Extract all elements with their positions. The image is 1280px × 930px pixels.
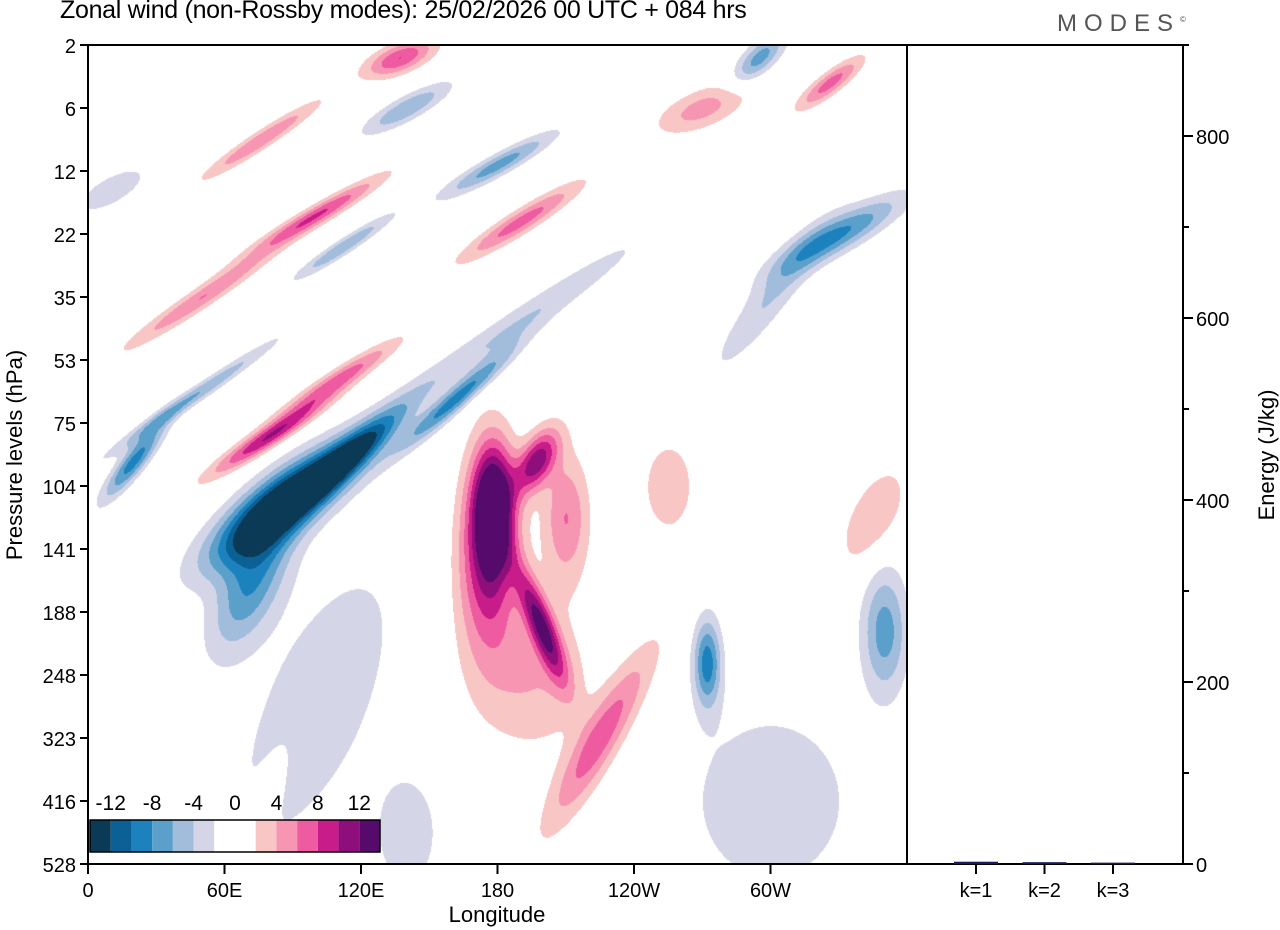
x-tick-label: 180 [481, 880, 514, 902]
energy-axis-label: Energy (J/kg) [1254, 390, 1279, 521]
y-tick-label: 12 [54, 162, 76, 184]
logo-mark: © [1180, 15, 1186, 24]
x-tick-label: 0 [82, 880, 93, 902]
y-tick-label: 248 [43, 666, 76, 688]
energy-tick-label: 400 [1196, 491, 1229, 513]
colorbar-segment [152, 820, 173, 852]
y-tick-label: 6 [65, 99, 76, 121]
k-label: k=3 [1097, 880, 1130, 902]
y-axis-label: Pressure levels (hPa) [2, 350, 27, 560]
y-tick-label: 323 [43, 729, 76, 751]
modes-logo: MODES© [1057, 10, 1186, 38]
energy-bar [954, 861, 998, 864]
plot-frame [87, 44, 908, 865]
energy-bar [1022, 862, 1067, 864]
k-label: k=2 [1028, 880, 1061, 902]
colorbar-label: -12 [96, 792, 126, 815]
y-tick-label: 35 [54, 288, 76, 310]
colorbar-segment [255, 820, 277, 852]
y-tick-label: 528 [43, 855, 76, 877]
colorbar-label: -4 [184, 792, 203, 815]
colorbar-segment [338, 820, 360, 852]
colorbar-label: -8 [143, 792, 162, 815]
colorbar-segment [317, 820, 339, 852]
y-tick-label: 53 [54, 351, 76, 373]
colorbar-segment [193, 820, 215, 852]
y-tick-label: 22 [54, 225, 76, 247]
x-tick-label: 60W [750, 880, 791, 902]
k-label: k=1 [960, 880, 993, 902]
colorbar-label: 0 [229, 792, 241, 815]
contour-field [88, 45, 907, 864]
y-tick-label: 416 [43, 792, 76, 814]
energy-bar [1091, 862, 1135, 865]
energy-tick-label: 800 [1196, 127, 1229, 149]
colorbar-segment [172, 820, 194, 852]
colorbar-label: 8 [312, 792, 324, 815]
colorbar-segment [90, 820, 111, 852]
y-tick-label: 104 [43, 477, 76, 499]
energy-tick-label: 200 [1196, 673, 1229, 695]
colorbar-segment [110, 820, 132, 852]
logo-text: MODES [1057, 10, 1181, 37]
y-tick-label: 2 [65, 36, 76, 58]
x-axis-label: Longitude [449, 902, 546, 927]
energy-panel-frame [906, 44, 1184, 865]
energy-tick-label: 0 [1196, 855, 1207, 877]
colorbar-segment [297, 820, 318, 852]
colorbar-label: 12 [348, 792, 371, 815]
colorbar-segment [276, 820, 298, 852]
x-tick-label: 120E [338, 880, 385, 902]
y-tick-label: 75 [54, 414, 76, 436]
y-tick-label: 141 [43, 540, 76, 562]
x-tick-label: 60E [207, 880, 243, 902]
colorbar-frame [89, 819, 381, 853]
energy-tick-label: 600 [1196, 309, 1229, 331]
colorbar-segment [359, 820, 380, 852]
colorbar-label: 4 [271, 792, 283, 815]
x-tick-label: 120W [608, 880, 660, 902]
chart-title: Zonal wind (non-Rossby modes): 25/02/202… [60, 0, 747, 24]
colorbar-segment [214, 820, 256, 852]
colorbar-segment [131, 820, 153, 852]
y-tick-label: 188 [43, 603, 76, 625]
